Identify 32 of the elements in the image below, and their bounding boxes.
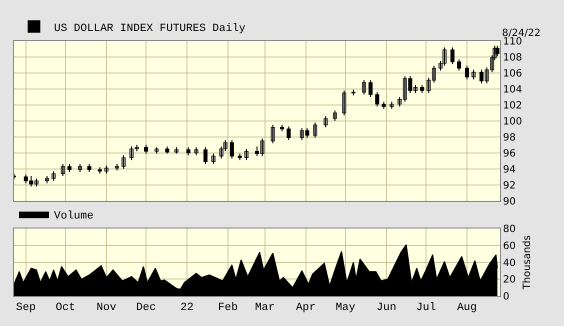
y-tick-label: 92 xyxy=(503,180,516,192)
y-tick-label: 94 xyxy=(503,164,516,176)
y-tick-label: 102 xyxy=(503,100,522,112)
y-tick-label: 20 xyxy=(503,274,516,286)
x-tick-label: 22 xyxy=(180,302,194,314)
candlestick xyxy=(87,164,92,173)
y-tick-label: 100 xyxy=(503,116,522,128)
x-tick-label: Dec xyxy=(136,302,156,314)
y-tick-label: 104 xyxy=(503,84,522,96)
x-tick-label: Jun xyxy=(376,302,396,314)
y-tick-label: 96 xyxy=(503,148,516,160)
x-tick-label: Oct xyxy=(56,302,76,314)
y-tick-label: 106 xyxy=(503,68,522,80)
x-tick-label: Sep xyxy=(16,302,36,314)
legend-label: Volume xyxy=(54,210,94,222)
x-tick-label: Nov xyxy=(96,302,117,314)
x-tick-label: May xyxy=(336,302,356,314)
y-axis-title: Thousands xyxy=(522,235,534,290)
x-tick-label: Mar xyxy=(255,302,275,314)
y-tick-label: 108 xyxy=(503,52,522,64)
x-tick-label: Jul xyxy=(416,302,436,314)
x-tick-label: Apr xyxy=(296,302,316,314)
y-tick-label: 60 xyxy=(503,241,516,252)
y-tick-label: 0 xyxy=(503,292,510,302)
y-tick-label: 98 xyxy=(503,132,516,144)
y-tick-label: 80 xyxy=(503,224,516,236)
y-tick-label: 110 xyxy=(503,36,522,48)
x-tick-label: Feb xyxy=(218,302,238,314)
y-tick-label: 90 xyxy=(503,196,516,208)
x-tick-label: Aug xyxy=(457,302,477,314)
legend-label: US DOLLAR INDEX FUTURES Daily xyxy=(54,22,246,35)
y-tick-label: 40 xyxy=(503,258,516,269)
